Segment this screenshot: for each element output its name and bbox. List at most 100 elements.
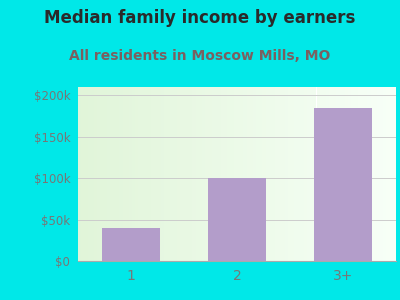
Bar bbox=[345, 87, 348, 261]
Bar bbox=[285, 87, 288, 261]
Bar bbox=[94, 87, 97, 261]
Bar bbox=[97, 87, 100, 261]
Bar bbox=[294, 87, 298, 261]
Bar bbox=[266, 87, 269, 261]
Bar bbox=[215, 87, 218, 261]
Bar bbox=[367, 87, 370, 261]
Bar bbox=[192, 87, 196, 261]
Bar bbox=[164, 87, 167, 261]
Bar bbox=[208, 178, 266, 261]
Bar bbox=[364, 87, 367, 261]
Bar bbox=[138, 87, 142, 261]
Bar bbox=[320, 87, 323, 261]
Bar bbox=[313, 87, 316, 261]
Bar bbox=[154, 87, 158, 261]
Bar bbox=[129, 87, 132, 261]
Bar bbox=[208, 87, 212, 261]
Bar bbox=[262, 87, 266, 261]
Bar bbox=[228, 87, 231, 261]
Bar bbox=[148, 87, 151, 261]
Bar bbox=[393, 87, 396, 261]
Bar bbox=[272, 87, 275, 261]
Text: All residents in Moscow Mills, MO: All residents in Moscow Mills, MO bbox=[69, 50, 331, 64]
Bar bbox=[370, 87, 374, 261]
Bar bbox=[304, 87, 307, 261]
Bar bbox=[161, 87, 164, 261]
Bar bbox=[259, 87, 262, 261]
Bar bbox=[180, 87, 183, 261]
Bar bbox=[314, 108, 372, 261]
Bar bbox=[107, 87, 110, 261]
Bar bbox=[336, 87, 339, 261]
Bar bbox=[126, 87, 129, 261]
Bar bbox=[116, 87, 119, 261]
Bar bbox=[202, 87, 205, 261]
Bar bbox=[326, 87, 329, 261]
Bar bbox=[100, 87, 104, 261]
Bar bbox=[348, 87, 352, 261]
Bar bbox=[151, 87, 154, 261]
Bar bbox=[329, 87, 332, 261]
Bar bbox=[158, 87, 161, 261]
Bar bbox=[361, 87, 364, 261]
Bar bbox=[256, 87, 259, 261]
Bar bbox=[298, 87, 301, 261]
Bar bbox=[323, 87, 326, 261]
Bar bbox=[307, 87, 310, 261]
Bar bbox=[104, 87, 107, 261]
Bar bbox=[231, 87, 234, 261]
Bar bbox=[186, 87, 189, 261]
Bar bbox=[113, 87, 116, 261]
Bar bbox=[224, 87, 228, 261]
Bar bbox=[358, 87, 361, 261]
Bar bbox=[377, 87, 380, 261]
Bar bbox=[189, 87, 192, 261]
Bar bbox=[218, 87, 221, 261]
Bar bbox=[183, 87, 186, 261]
Bar bbox=[339, 87, 342, 261]
Text: Median family income by earners: Median family income by earners bbox=[44, 9, 356, 27]
Bar bbox=[352, 87, 355, 261]
Bar bbox=[167, 87, 170, 261]
Bar bbox=[122, 87, 126, 261]
Bar bbox=[301, 87, 304, 261]
Bar bbox=[81, 87, 84, 261]
Bar bbox=[119, 87, 122, 261]
Bar bbox=[383, 87, 386, 261]
Bar bbox=[199, 87, 202, 261]
Bar bbox=[288, 87, 291, 261]
Bar bbox=[234, 87, 237, 261]
Bar bbox=[390, 87, 393, 261]
Bar bbox=[170, 87, 173, 261]
Bar bbox=[342, 87, 345, 261]
Bar bbox=[316, 87, 320, 261]
Bar bbox=[291, 87, 294, 261]
Bar bbox=[240, 87, 243, 261]
Bar bbox=[88, 87, 91, 261]
Bar bbox=[250, 87, 253, 261]
Bar bbox=[221, 87, 224, 261]
Bar bbox=[275, 87, 278, 261]
Bar bbox=[176, 87, 180, 261]
Bar bbox=[243, 87, 246, 261]
Bar bbox=[237, 87, 240, 261]
Bar bbox=[282, 87, 285, 261]
Bar bbox=[205, 87, 208, 261]
Bar bbox=[132, 87, 135, 261]
Bar bbox=[196, 87, 199, 261]
Bar bbox=[102, 228, 160, 261]
Bar bbox=[78, 87, 81, 261]
Bar bbox=[173, 87, 176, 261]
Bar bbox=[310, 87, 313, 261]
Bar bbox=[91, 87, 94, 261]
Bar bbox=[253, 87, 256, 261]
Bar bbox=[332, 87, 336, 261]
Bar bbox=[246, 87, 250, 261]
Bar bbox=[386, 87, 390, 261]
Bar bbox=[142, 87, 145, 261]
Bar bbox=[135, 87, 138, 261]
Bar bbox=[374, 87, 377, 261]
Bar bbox=[380, 87, 383, 261]
Bar bbox=[145, 87, 148, 261]
Bar bbox=[84, 87, 88, 261]
